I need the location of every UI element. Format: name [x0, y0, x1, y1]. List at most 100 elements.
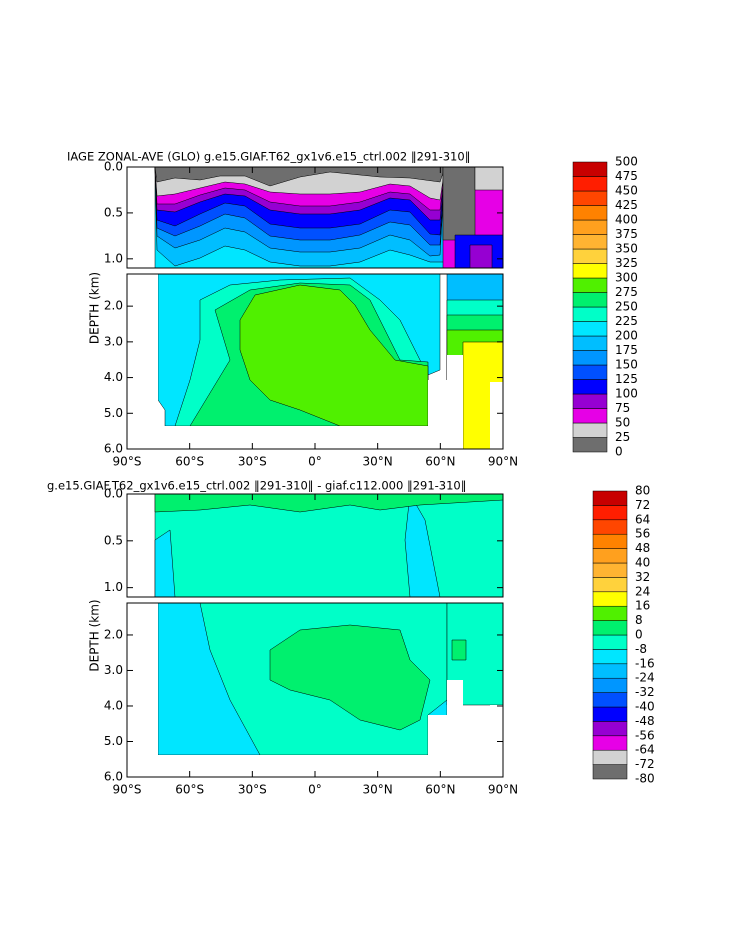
colorbar-label: 250	[615, 300, 638, 314]
x-tick-label: 60°S	[175, 455, 204, 469]
colorbar-label: -32	[635, 685, 655, 699]
colorbar-label: 48	[635, 541, 650, 555]
land	[127, 603, 158, 777]
y-tick-label: 6.0	[104, 442, 123, 456]
colorbar-label: 400	[615, 213, 638, 227]
upper-field	[154, 494, 503, 597]
y-tick-label: 3.0	[104, 334, 123, 348]
colorbar-bin	[572, 437, 608, 453]
y-axis-label: DEPTH (km)	[88, 272, 102, 344]
colorbar-bin	[572, 422, 608, 438]
colorbar-bin	[572, 393, 608, 409]
colorbar-label: 16	[635, 599, 650, 613]
y-tick-label: 3.0	[104, 663, 123, 677]
y-tick-label: 1.0	[104, 251, 123, 265]
colorbar-label: 8	[635, 613, 643, 627]
colorbar-bin	[592, 577, 628, 593]
colorbar-label: -80	[635, 772, 655, 786]
x-tick-label: 90°S	[113, 455, 142, 469]
colorbar-bin	[592, 764, 628, 780]
colorbar-bin	[592, 706, 628, 722]
colorbar-label: 175	[615, 343, 638, 357]
x-tick-label: 90°N	[488, 455, 518, 469]
colorbar-label: 32	[635, 570, 650, 584]
y-tick-label: 0.5	[104, 205, 123, 219]
colorbar-bin	[572, 379, 608, 395]
land	[127, 426, 440, 449]
colorbar-label: 72	[635, 498, 650, 512]
colorbar-bin	[572, 190, 608, 206]
colorbar-bin	[592, 634, 628, 650]
colorbar-bin	[592, 505, 628, 521]
land	[490, 382, 503, 449]
colorbar-label: 150	[615, 358, 638, 372]
colorbar-bin	[572, 364, 608, 380]
contour-region	[451, 639, 467, 661]
x-tick-label: 30°N	[363, 783, 393, 797]
colorbar-bin	[592, 562, 628, 578]
colorbar-label: 200	[615, 329, 638, 343]
colorbar-bin	[592, 548, 628, 564]
colorbar-label: 0	[635, 628, 643, 642]
lower-field	[127, 274, 503, 449]
colorbar-label: -40	[635, 700, 655, 714]
colorbar-bin	[592, 533, 628, 549]
colorbar-label: 475	[615, 169, 638, 183]
colorbar-bin	[572, 176, 608, 192]
y-tick-label: 1.0	[104, 580, 123, 594]
x-tick-label: 60°N	[425, 783, 455, 797]
colorbar-label: -16	[635, 656, 655, 670]
colorbar-label: -24	[635, 671, 655, 685]
colorbar-bin	[572, 306, 608, 322]
x-tick-label: 60°S	[175, 783, 204, 797]
contour-region	[154, 529, 176, 597]
contour-region	[442, 167, 476, 241]
colorbar-bin	[572, 248, 608, 264]
x-tick-label: 30°S	[238, 455, 267, 469]
colorbar-label: -64	[635, 743, 655, 757]
colorbar-bin	[572, 277, 608, 293]
contour-region	[446, 603, 503, 706]
contour-region	[239, 284, 429, 427]
colorbar-label: 275	[615, 285, 638, 299]
colorbar-label: -72	[635, 757, 655, 771]
colorbar-bin	[572, 335, 608, 351]
colorbar-label: 300	[615, 271, 638, 285]
colorbar-label: 375	[615, 227, 638, 241]
colorbar-label: 325	[615, 256, 638, 270]
y-tick-label: 4.0	[104, 698, 123, 712]
colorbar-bin	[592, 620, 628, 636]
colorbar-bin	[572, 219, 608, 235]
y-tick-label: 4.0	[104, 370, 123, 384]
colorbar-bin	[572, 234, 608, 250]
x-tick-label: 60°N	[425, 455, 455, 469]
colorbar-bin	[592, 677, 628, 693]
colorbar-label: 50	[615, 416, 630, 430]
x-tick-label: 0°	[308, 455, 322, 469]
contour-region	[474, 167, 503, 191]
y-tick-label: 0.0	[104, 160, 123, 174]
contour-region	[269, 624, 431, 731]
colorbar-bin	[592, 721, 628, 737]
upper-field	[154, 167, 503, 268]
x-tick-label: 30°S	[238, 783, 267, 797]
colorbar-bin	[592, 692, 628, 708]
y-tick-label: 5.0	[104, 406, 123, 420]
y-tick-label: 2.0	[104, 627, 123, 641]
lower-field	[127, 603, 503, 777]
colorbar-bin	[572, 205, 608, 221]
colorbar-bin	[592, 735, 628, 751]
land	[490, 705, 503, 777]
colorbar-label: 100	[615, 387, 638, 401]
land	[428, 380, 447, 449]
colorbar-label: -48	[635, 714, 655, 728]
land	[127, 274, 158, 449]
colorbar-label: 25	[615, 430, 630, 444]
colorbar-bin	[572, 321, 608, 337]
colorbar-bin	[592, 519, 628, 535]
colorbar-bin	[572, 263, 608, 279]
colorbar-bin	[592, 749, 628, 765]
colorbar-bin	[592, 649, 628, 665]
